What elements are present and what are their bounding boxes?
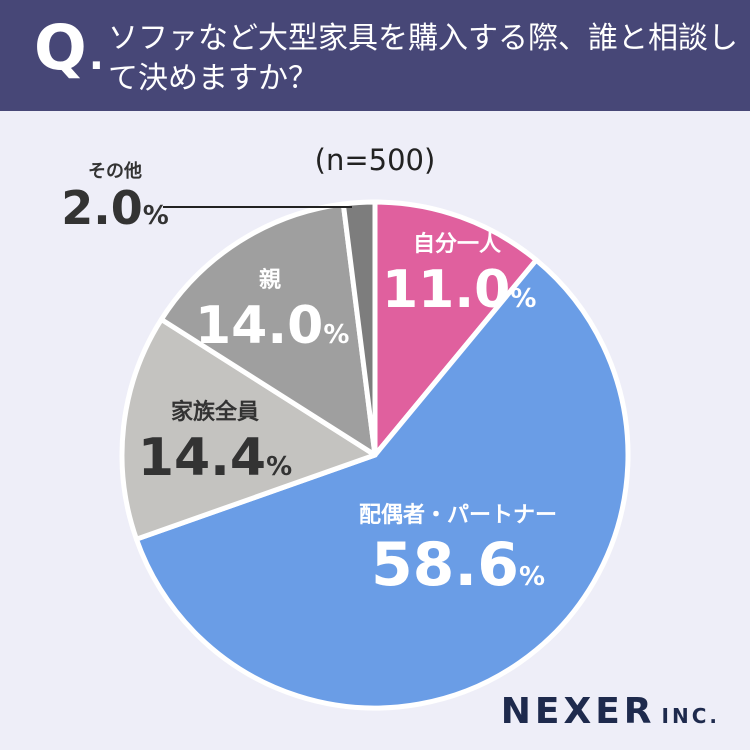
label-parents-value-wrap: 14.0% [195, 300, 349, 352]
label-spouse: 配偶者・パートナー 58.6% [318, 503, 598, 596]
label-family-value: 14.4 [137, 428, 267, 488]
slice-spouse [133, 257, 631, 711]
q-letter: Q [34, 11, 87, 84]
label-other: その他 2.0% [55, 161, 175, 232]
q-dot: . [88, 33, 104, 79]
label-spouse-category: 配偶者・パートナー [358, 503, 557, 528]
label-parents-unit: % [323, 320, 350, 350]
label-spouse-value: 58.6 [370, 530, 519, 600]
label-parents-category: 親 [258, 268, 281, 293]
question-header: Q. ソファなど大型家具を購入する際、誰と相談して決めますか？ [0, 0, 750, 111]
label-other-value-wrap: 2.0% [55, 185, 175, 231]
label-parents: 親 14.0% [195, 268, 349, 353]
sample-size-label: (n=500) [314, 143, 436, 177]
label-family-unit: % [266, 452, 293, 482]
q-mark: Q. [34, 17, 104, 79]
slice-family [119, 316, 378, 542]
label-spouse-unit: % [518, 562, 546, 592]
label-spouse-value-wrap: 58.6% [318, 535, 598, 595]
label-other-value: 2.0 [61, 181, 143, 235]
label-other-category: その他 [88, 161, 142, 182]
label-alone-category: 自分一人 [412, 232, 501, 257]
label-alone-unit: % [510, 284, 537, 314]
slice-alone [372, 199, 539, 458]
label-family: 家族全員 14.4% [135, 400, 295, 485]
label-alone: 自分一人 11.0% [382, 232, 536, 317]
nexer-logo: NEXER INC. [501, 691, 720, 732]
logo-name: NEXER [500, 691, 656, 732]
logo-suffix: INC. [661, 704, 720, 728]
label-parents-value: 14.0 [195, 296, 324, 356]
label-alone-value: 11.0 [382, 260, 511, 320]
slice-other [340, 199, 378, 458]
label-alone-value-wrap: 11.0% [382, 264, 536, 316]
question-text: ソファなど大型家具を購入する際、誰と相談して決めますか？ [108, 21, 738, 96]
label-family-value-wrap: 14.4% [135, 432, 295, 484]
label-family-category: 家族全員 [170, 400, 259, 425]
label-other-unit: % [142, 201, 169, 231]
